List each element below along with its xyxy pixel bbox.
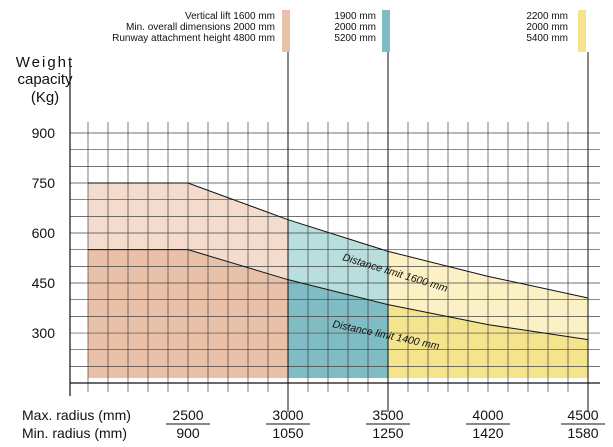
zone-3-swatch [578, 10, 586, 52]
zone-2-spec-2: 2000 mm [334, 22, 376, 33]
x-tick-label-min: 1580 [567, 425, 598, 441]
x-tick-label-max: 2500 [172, 407, 203, 423]
y-tick-labels: 300 450 600 750 900 [32, 125, 56, 341]
series-line-1 [88, 182, 589, 299]
y-title-line-3: (Kg) [31, 89, 59, 106]
zone-2-dark-area [288, 279, 388, 378]
zone-3-spec-2: 2000 mm [526, 22, 568, 33]
x-tick-labels: 2500 900 3000 1050 3500 1250 4000 1420 4500 1580 [166, 407, 605, 441]
zone-2-swatch [382, 10, 390, 52]
zone-3-spec-1: 2200 mm [526, 11, 568, 22]
y-tick-label: 900 [32, 125, 56, 141]
x-tick-label-min: 1420 [472, 425, 503, 441]
x-tick-label-max: 3000 [272, 407, 303, 423]
x-tick-label-max: 3500 [372, 407, 403, 423]
zone-3-spec-3: 5400 mm [526, 33, 568, 44]
y-tick-label: 300 [32, 325, 56, 341]
zone-1-spec-3: Runway attachment height 4800 mm [112, 33, 275, 44]
x-row-name-max-radius: Max. radius (mm) [22, 407, 131, 423]
y-tick-label: 600 [32, 225, 56, 241]
x-tick-label-min: 1250 [372, 425, 403, 441]
zone-1-swatch [282, 10, 290, 52]
x-tick-label-max: 4500 [567, 407, 598, 423]
series-line-2 [88, 249, 589, 341]
x-tick-label-min: 900 [176, 425, 200, 441]
zone-fills [88, 10, 588, 378]
y-tick-label: 750 [32, 175, 56, 191]
axes [69, 52, 600, 412]
x-tick-label-min: 1050 [272, 425, 303, 441]
zone-2-spec-3: 5200 mm [334, 33, 376, 44]
x-tick-label-max: 4000 [472, 407, 503, 423]
y-title-line-2: capacity [17, 71, 73, 88]
y-tick-label: 450 [32, 275, 56, 291]
zone-2-spec-1: 1900 mm [334, 11, 376, 22]
zone-1-spec-2: Min. overall dimensions 2000 mm [126, 22, 275, 33]
y-title-line-1: Weight [16, 54, 74, 71]
x-row-name-min-radius: Min. radius (mm) [22, 425, 127, 441]
grid [70, 122, 600, 392]
x-row-names: Max. radius (mm) Min. radius (mm) [22, 407, 131, 441]
y-axis-title: Weight capacity (Kg) [16, 54, 74, 106]
zone-1-spec-1: Vertical lift 1600 mm [185, 11, 275, 22]
